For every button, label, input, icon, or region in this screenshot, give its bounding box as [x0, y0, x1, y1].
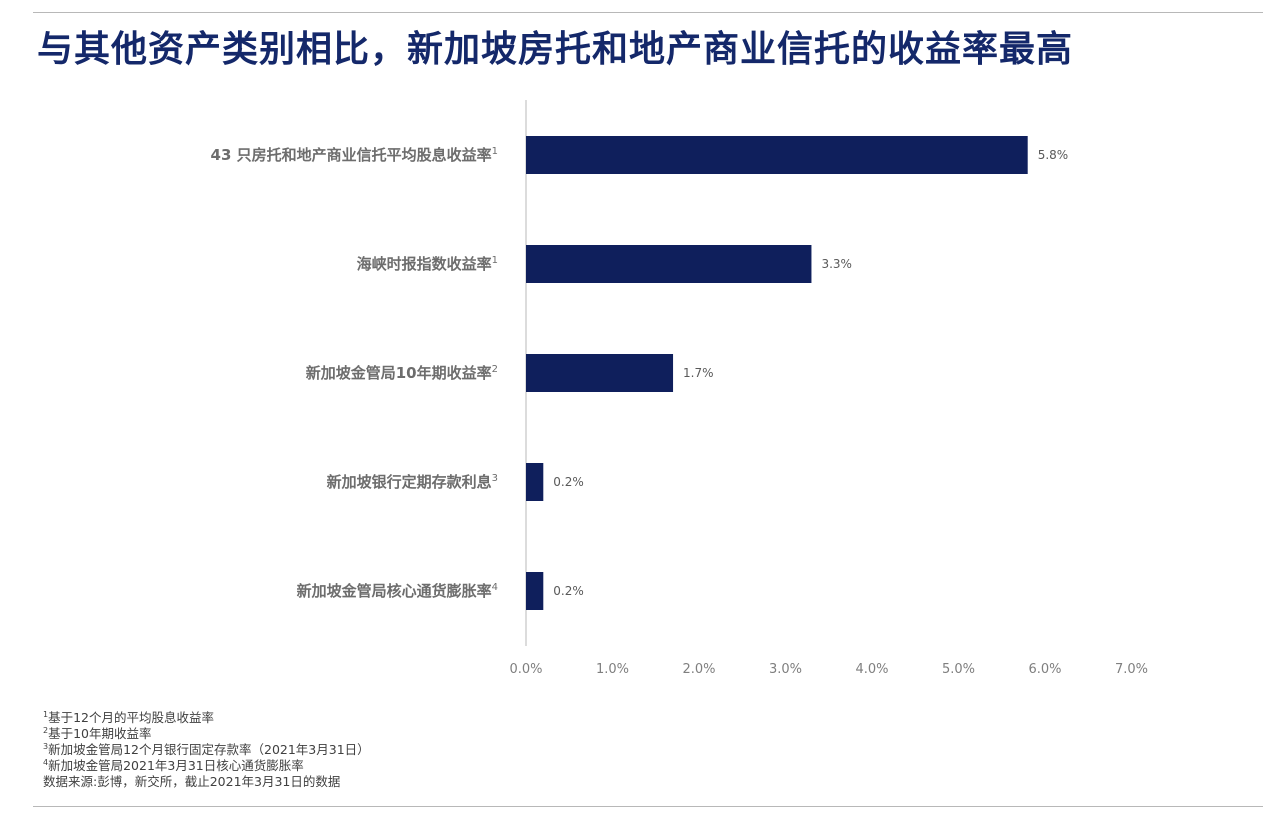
footnote-mark: 2: [43, 726, 49, 735]
data-label: 0.2%: [553, 584, 584, 598]
footnote-mark: 1: [43, 710, 49, 719]
footnotes: 1基于12个月的平均股息收益率 2基于10年期收益率 3新加坡金管局12个月银行固定…: [43, 710, 943, 790]
bar: [526, 463, 544, 501]
footnote-line: 3新加坡金管局12个月银行固定存款率（2021年3月31日）: [43, 742, 943, 758]
bar: [526, 572, 544, 610]
footnote-text: 数据来源:彭博，新交所，截止2021年3月31日的数据: [43, 774, 341, 789]
bar: [526, 245, 812, 283]
bar: [526, 354, 674, 392]
footnote-mark: 3: [43, 742, 49, 751]
footnote-mark: 4: [43, 758, 49, 767]
category-label: 新加坡金管局10年期收益率2: [306, 364, 498, 382]
x-tick-label: 6.0%: [1028, 662, 1061, 677]
footnote-text: 基于10年期收益率: [48, 726, 152, 741]
page-title: 与其他资产类别相比，新加坡房托和地产商业信托的收益率最高: [37, 29, 1074, 70]
top-divider: [33, 12, 1263, 13]
bottom-divider: [33, 806, 1263, 807]
data-label: 5.8%: [1038, 148, 1069, 162]
category-label: 海峡时报指数收益率1: [357, 255, 498, 273]
footnote-text: 基于12个月的平均股息收益率: [48, 710, 215, 725]
footnote-text: 新加坡金管局12个月银行固定存款率（2021年3月31日）: [48, 742, 370, 757]
x-tick-label: 2.0%: [682, 662, 715, 677]
footnote-line: 数据来源:彭博，新交所，截止2021年3月31日的数据: [43, 774, 943, 790]
category-label: 新加坡银行定期存款利息3: [327, 473, 498, 491]
footnote-line: 2基于10年期收益率: [43, 726, 943, 742]
bar: [526, 136, 1028, 174]
x-tick-label: 1.0%: [596, 662, 629, 677]
footnote-line: 4新加坡金管局2021年3月31日核心通货膨胀率: [43, 758, 943, 774]
x-tick-label: 7.0%: [1115, 662, 1148, 677]
bar-chart: 5.8% 43 只房托和地产商业信托平均股息收益率1 3.3% 海峡时报指数收益率1 1…: [211, 100, 1148, 677]
data-label: 0.2%: [553, 475, 584, 489]
category-label: 新加坡金管局核心通货膨胀率4: [297, 582, 498, 600]
x-tick-label: 4.0%: [855, 662, 888, 677]
footnote-text: 新加坡金管局2021年3月31日核心通货膨胀率: [48, 758, 304, 773]
data-label: 1.7%: [683, 366, 714, 380]
data-label: 3.3%: [821, 257, 852, 271]
x-tick-label: 5.0%: [942, 662, 975, 677]
x-tick-label: 0.0%: [509, 662, 542, 677]
category-label: 43 只房托和地产商业信托平均股息收益率1: [211, 146, 498, 164]
footnote-line: 1基于12个月的平均股息收益率: [43, 710, 943, 726]
x-tick-label: 3.0%: [769, 662, 802, 677]
